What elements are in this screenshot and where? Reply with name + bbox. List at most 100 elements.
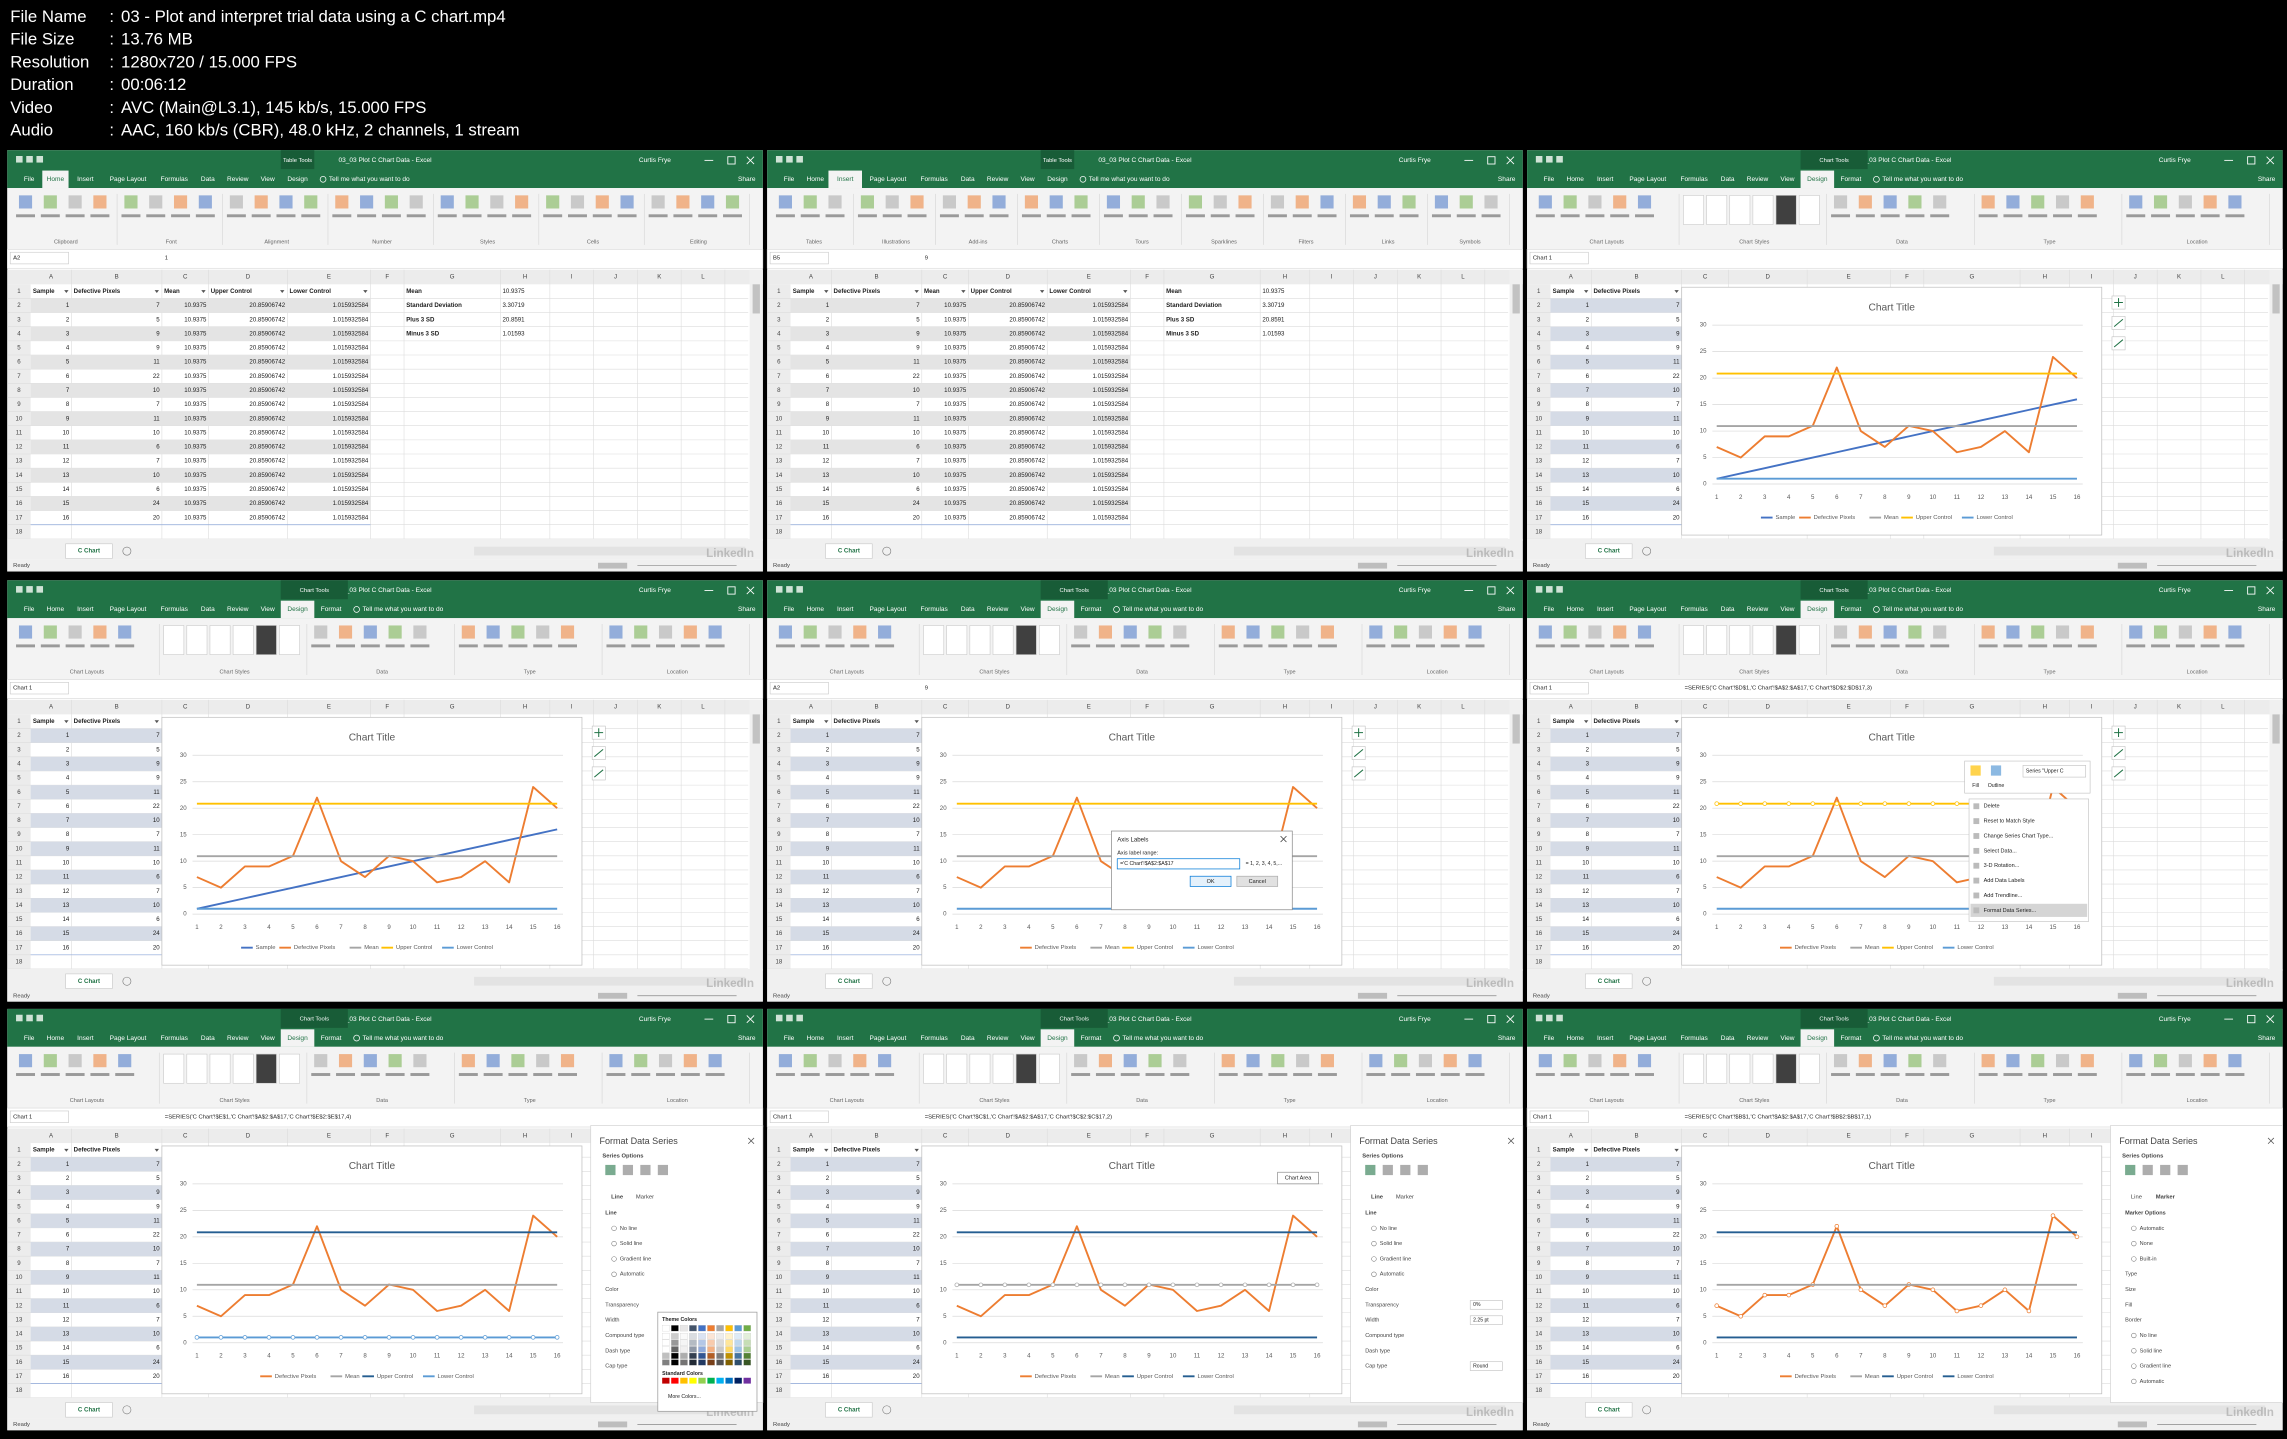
tell-me[interactable]: Tell me what you want to do [362,606,443,613]
pane-tab[interactable]: Marker [2156,1195,2176,1201]
ribbon-tab[interactable]: Formulas [161,176,189,183]
series-line[interactable] [1716,398,2078,480]
close[interactable] [2266,1015,2275,1024]
ribbon-tab[interactable]: Insert [77,176,94,183]
ribbon-tab[interactable]: File [784,1035,795,1042]
filter-button[interactable] [64,290,69,294]
ribbon-tab[interactable]: Home [807,606,825,613]
ribbon-tab[interactable]: Design [287,176,308,183]
ribbon-tab[interactable]: Design [1047,606,1068,613]
tell-me[interactable]: Tell me what you want to do [1882,176,1963,183]
ribbon-tab[interactable]: Page Layout [110,606,147,613]
ribbon-tab[interactable]: Review [1747,176,1769,183]
radio-button[interactable] [1371,1256,1377,1262]
filter-button[interactable] [64,1148,69,1152]
ribbon-tab[interactable]: Page Layout [110,176,147,183]
filter-button[interactable] [824,720,829,724]
menu-item[interactable]: 3-D Rotation... [1984,863,2020,869]
series-line[interactable] [1716,1214,2078,1318]
filter-button[interactable] [1674,720,1679,724]
filter-button[interactable] [1039,290,1045,294]
share-button[interactable]: Share [2258,176,2276,183]
filter-button[interactable] [154,720,159,724]
ribbon-tab[interactable]: Formulas [921,176,949,183]
ribbon-tab[interactable]: File [784,176,795,183]
menu-item[interactable]: Format Data Series... [1984,908,2037,914]
ribbon-tab[interactable]: Format [321,606,342,613]
series-line[interactable] [196,786,558,889]
ribbon-tab[interactable]: Data [201,1035,215,1042]
filter-button[interactable] [1583,1148,1589,1152]
chart-element-icon[interactable] [594,769,604,778]
ribbon-tab[interactable]: Home [47,1035,65,1042]
share-button[interactable]: Share [2258,1035,2276,1042]
mini-toolbar-label[interactable]: Outline [1988,783,2005,789]
ribbon-tab[interactable]: Insert [1597,1035,1614,1042]
ribbon-tab[interactable]: File [1544,1035,1555,1042]
pane-options[interactable]: Series Options [602,1154,643,1160]
ribbon-tab[interactable]: Home [47,176,65,183]
new-sheet-button[interactable] [1642,1405,1652,1415]
ribbon-tab[interactable]: Data [961,176,975,183]
ribbon-tab[interactable]: Review [227,606,249,613]
chart-element-icon[interactable] [2114,728,2123,737]
filter-button[interactable] [914,290,919,294]
ribbon-tab[interactable]: Page Layout [870,176,907,183]
menu-item[interactable]: Select Data... [1984,848,2018,854]
series-line[interactable] [196,828,558,910]
menu-item[interactable]: Reset to Match Style [1984,819,2035,825]
sheet-tab-label[interactable]: C Chart [1598,1406,1620,1413]
close[interactable] [1506,156,1515,165]
radio-button[interactable] [2131,1363,2137,1369]
ok-label[interactable]: OK [1207,879,1215,885]
ribbon-tab[interactable]: Home [47,606,65,613]
chart-element-icon[interactable] [2113,339,2124,348]
filter-button[interactable] [64,720,69,724]
share-button[interactable]: Share [738,176,756,183]
series-line[interactable] [196,1214,558,1318]
chart-title[interactable]: Chart Title [1869,732,1916,743]
tell-me[interactable]: Tell me what you want to do [1122,606,1203,613]
radio-button[interactable] [1371,1271,1377,1277]
close[interactable] [746,586,755,595]
ribbon-tab[interactable]: View [1021,1035,1035,1042]
close[interactable] [2266,156,2275,165]
new-sheet-button[interactable] [1642,546,1652,556]
ribbon-tab[interactable]: Review [227,176,249,183]
ribbon-tab[interactable]: Insert [837,606,854,613]
ribbon-tab[interactable]: Design [1807,1035,1828,1042]
radio-button[interactable] [2131,1241,2137,1247]
pane-tab[interactable]: Marker [1396,1195,1414,1201]
ribbon-tab[interactable]: Insert [1597,176,1614,183]
tell-me[interactable]: Tell me what you want to do [1882,1035,1963,1042]
ribbon-tab[interactable]: Format [321,1035,342,1042]
sheet-tab-label[interactable]: C Chart [1598,978,1620,985]
radio-button[interactable] [1371,1225,1377,1231]
ribbon-tab[interactable]: Formulas [1680,176,1708,183]
ribbon-tab[interactable]: View [1780,1035,1794,1042]
chart-element-icon[interactable] [594,748,604,758]
tell-me[interactable]: Tell me what you want to do [1089,176,1170,183]
ribbon-tab[interactable]: Page Layout [1629,1035,1666,1042]
ribbon-tab[interactable]: Review [987,176,1009,183]
ribbon-tab[interactable]: Home [1566,1035,1584,1042]
ribbon-tab[interactable]: Insert [837,1035,854,1042]
pane-close[interactable] [2267,1137,2275,1145]
chart-element-icon[interactable] [2113,769,2124,778]
popup-more[interactable]: More Colors... [668,1394,701,1400]
ribbon-tab[interactable]: Review [1747,1035,1769,1042]
filter-button[interactable] [201,290,206,294]
chart-title[interactable]: Chart Title [349,1161,396,1172]
share-button[interactable]: Share [1498,606,1516,613]
chart-element-icon[interactable] [594,728,604,737]
mini-toolbar-label[interactable]: Fill [1972,783,1979,789]
chart-element-icon[interactable] [2114,298,2123,307]
pane-options[interactable]: Series Options [1362,1154,1403,1160]
menu-item[interactable]: Change Series Chart Type... [1984,833,2054,839]
filter-button[interactable] [824,1148,829,1152]
sheet-tab-label[interactable]: C Chart [838,978,860,985]
chart-element-icon[interactable] [1353,769,1364,778]
ribbon-tab[interactable]: Formulas [161,606,189,613]
pane-field-value[interactable]: 0% [1473,1302,1481,1308]
pane-tab[interactable]: Line [2131,1195,2142,1201]
